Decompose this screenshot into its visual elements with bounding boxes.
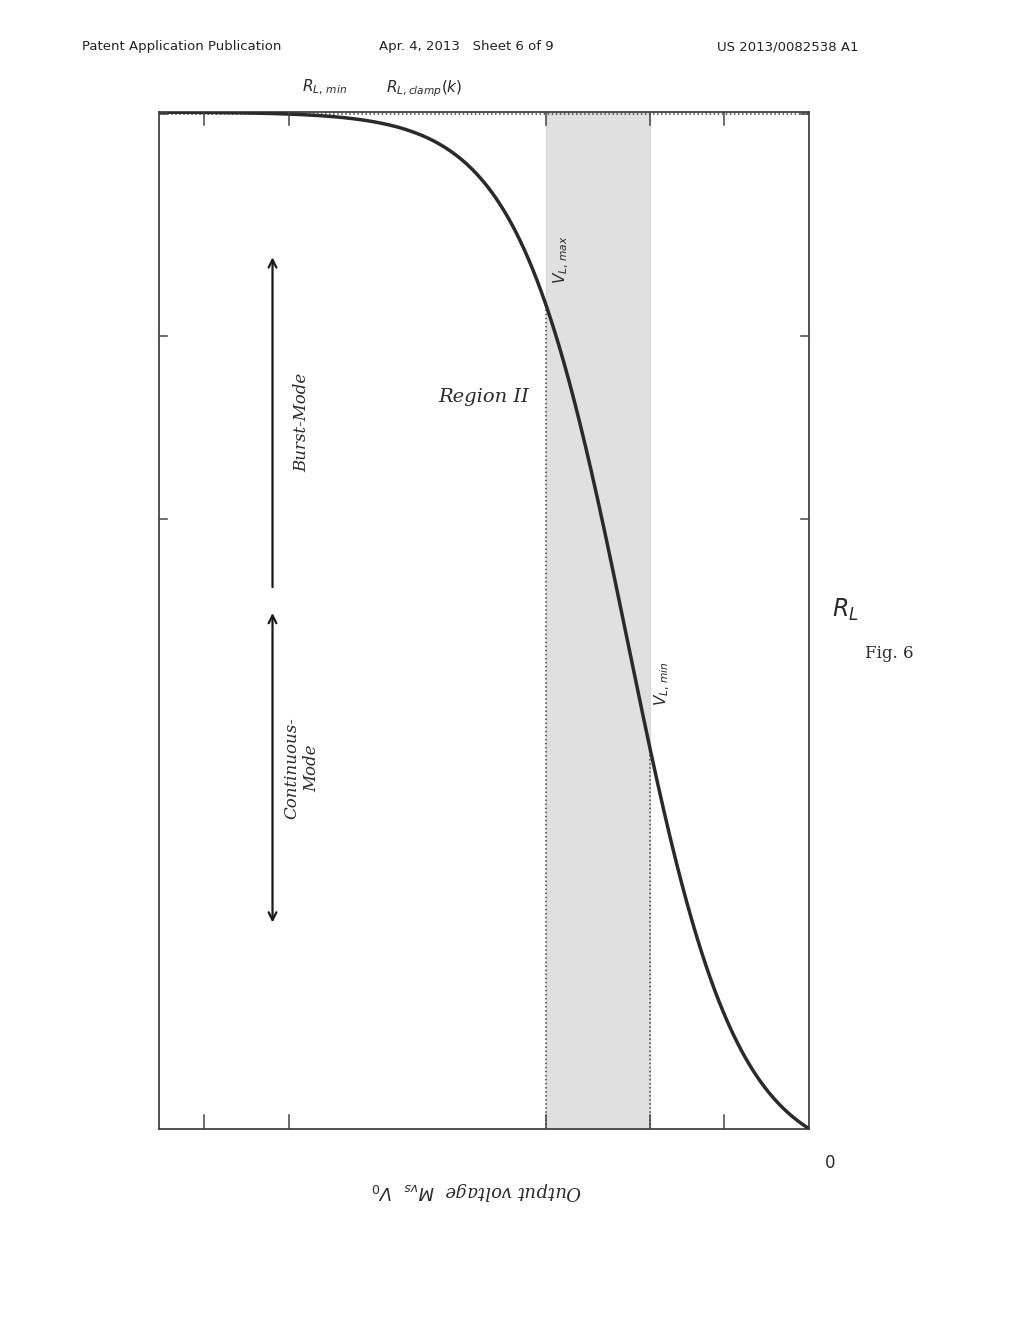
Text: $R_{L,clamp}(k)$: $R_{L,clamp}(k)$ <box>386 78 463 99</box>
Text: Patent Application Publication: Patent Application Publication <box>82 40 282 53</box>
Bar <box>546 112 649 1129</box>
Text: $V_{L,\,min}$: $V_{L,\,min}$ <box>653 661 672 706</box>
Text: Continuous-
Mode: Continuous- Mode <box>284 717 321 818</box>
Text: Region II: Region II <box>438 388 529 405</box>
Text: Apr. 4, 2013   Sheet 6 of 9: Apr. 4, 2013 Sheet 6 of 9 <box>379 40 554 53</box>
Text: Output voltage  $M_{vs}$  $V_0$: Output voltage $M_{vs}$ $V_0$ <box>371 1180 582 1201</box>
Text: $R_L$: $R_L$ <box>831 597 858 623</box>
Text: Fig. 6: Fig. 6 <box>865 645 913 661</box>
Text: $V_{L,\,max}$: $V_{L,\,max}$ <box>552 235 571 284</box>
Text: Burst-Mode: Burst-Mode <box>293 372 310 471</box>
Text: 0: 0 <box>825 1154 836 1172</box>
Text: $R_{L,\,min}$: $R_{L,\,min}$ <box>302 78 347 98</box>
Text: US 2013/0082538 A1: US 2013/0082538 A1 <box>717 40 858 53</box>
